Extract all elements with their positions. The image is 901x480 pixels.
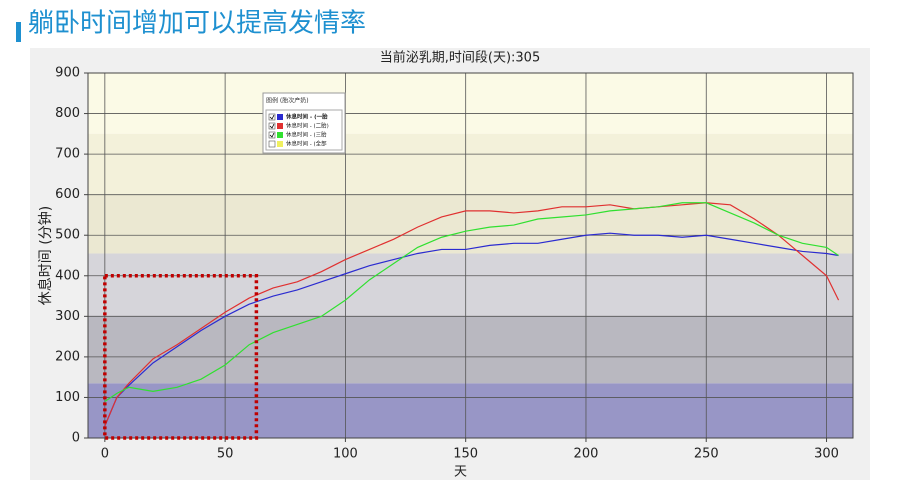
legend-label: 休息时间 - (二胎) xyxy=(286,122,329,130)
legend-checkbox xyxy=(268,140,276,148)
x-tick-label: 100 xyxy=(333,447,358,462)
legend-swatch xyxy=(277,141,283,147)
series-line xyxy=(104,232,839,427)
legend-checkbox xyxy=(268,113,276,121)
x-tick-label: 300 xyxy=(814,447,839,462)
legend-label: 休息时间 - (一胎 xyxy=(285,113,328,121)
legend-checkbox xyxy=(268,131,276,139)
series-line xyxy=(104,202,839,402)
legend-label: 休息时间 - (全部 xyxy=(286,140,327,148)
y-tick-label: 100 xyxy=(55,390,80,405)
legend-swatch xyxy=(277,114,283,120)
title-marker xyxy=(16,22,21,42)
legend-label: 休息时间 - (三胎 xyxy=(286,131,327,139)
threshold-band xyxy=(88,194,853,254)
y-tick-label: 800 xyxy=(55,106,80,121)
x-axis-label: 天 xyxy=(454,465,467,480)
x-tick-label: 50 xyxy=(217,447,234,462)
threshold-band xyxy=(88,253,853,317)
plot-border xyxy=(87,72,854,439)
y-tick-label: 600 xyxy=(55,187,80,202)
x-tick-label: 250 xyxy=(694,447,719,462)
y-tick-label: 900 xyxy=(55,66,80,81)
y-tick-label: 300 xyxy=(55,309,80,324)
y-tick-label: 0 xyxy=(72,431,80,446)
y-tick-label: 400 xyxy=(55,268,80,283)
highlight-box xyxy=(103,274,259,440)
x-tick-label: 200 xyxy=(574,447,599,462)
chart-title: 当前泌乳期,时间段(天):305 xyxy=(380,50,540,66)
legend-check xyxy=(269,114,275,120)
y-tick-label: 500 xyxy=(55,228,80,243)
slide-title: 躺卧时间增加可以提高发情率 xyxy=(28,9,366,39)
threshold-band xyxy=(88,133,853,195)
y-tick-label: 200 xyxy=(55,349,80,364)
threshold-band xyxy=(88,383,853,438)
series-line xyxy=(104,202,840,427)
legend-title: 图例 (胎次产奶) xyxy=(266,97,309,105)
x-tick-label: 0 xyxy=(101,447,109,462)
legend-check xyxy=(269,123,275,129)
y-tick-label: 700 xyxy=(55,147,80,162)
legend-checkbox xyxy=(268,122,276,130)
legend-swatch xyxy=(277,132,283,138)
threshold-band xyxy=(88,73,853,134)
y-axis-label: 休息时间 (分钟) xyxy=(37,206,54,305)
threshold-band xyxy=(88,316,853,384)
x-tick-label: 150 xyxy=(453,447,478,462)
legend-swatch xyxy=(277,123,283,129)
legend-check xyxy=(269,132,275,138)
